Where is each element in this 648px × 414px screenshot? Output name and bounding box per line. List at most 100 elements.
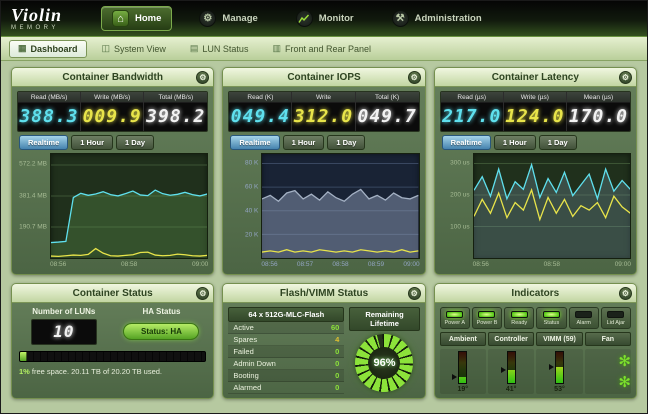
led-light xyxy=(446,311,464,318)
capacity-bar xyxy=(19,351,207,362)
readout-label: Read (µs) xyxy=(440,92,503,103)
table-row: Admin Down 0 xyxy=(228,358,345,370)
nav-item-home[interactable]: ⌂ Home xyxy=(101,6,173,31)
latency-chart: 300 us 200 us 100 us 08:56 08:58 09:00 xyxy=(440,153,631,270)
gauge-unfilled xyxy=(555,352,563,367)
realtime-button[interactable]: Realtime xyxy=(441,135,491,150)
readout-value: 388.3 xyxy=(19,106,79,127)
settings-gear-icon[interactable]: ⚙ xyxy=(196,71,210,84)
iops-chart: 80 K 60 K 40 K 20 K 08:56 08:57 08:58 08:59 09:0… xyxy=(228,153,420,270)
settings-gear-icon[interactable]: ⚙ xyxy=(407,287,421,300)
violin-logo: Violin MEMORY xyxy=(1,6,97,31)
row-value: 0 xyxy=(335,359,340,368)
flash-table-header: 64 x 512G-MLC-Flash xyxy=(228,307,345,322)
settings-gear-icon[interactable]: ⚙ xyxy=(618,287,632,300)
nav-item-administration[interactable]: ⚒ Administration xyxy=(381,6,493,31)
tab-vimm[interactable]: VIMM (59) xyxy=(536,332,583,346)
bandwidth-readouts: Read (MB/s) 388.3 Write (MB/s) 009.9 Tot… xyxy=(17,91,209,132)
tab-system-view[interactable]: ◫ System View xyxy=(93,40,175,58)
gauge-unfilled xyxy=(507,352,515,371)
one-day-button[interactable]: 1 Day xyxy=(116,135,155,150)
settings-gear-icon[interactable]: ⚙ xyxy=(407,71,421,84)
gauge-temp-label: 19° xyxy=(457,386,469,393)
led-row: Power A Power B Ready Status xyxy=(439,307,631,329)
row-label: Admin Down xyxy=(233,359,276,368)
main-nav: ⌂ Home ⚙ Manage Monitor ⚒ Administration xyxy=(101,1,493,36)
one-hour-button[interactable]: 1 Hour xyxy=(493,135,536,150)
row-label: Failed xyxy=(233,347,254,356)
panel-title: Flash/VIMM Status xyxy=(279,287,369,299)
tab-front-rear-panel[interactable]: ▥ Front and Rear Panel xyxy=(263,40,380,58)
table-row: Spares 4 xyxy=(228,334,345,346)
table-row: Failed 0 xyxy=(228,346,345,358)
nav-label: Administration xyxy=(414,13,482,24)
readout-value: 049.7 xyxy=(357,106,417,127)
system-view-icon: ◫ xyxy=(101,43,111,53)
one-hour-button[interactable]: 1 Hour xyxy=(282,135,325,150)
tab-lun-status[interactable]: ▤ LUN Status xyxy=(181,40,258,58)
settings-gear-icon[interactable]: ⚙ xyxy=(618,71,632,84)
led-power-b: Power B xyxy=(471,307,503,329)
gauge-bar xyxy=(548,351,564,384)
led-light xyxy=(542,311,560,318)
tab-ambient[interactable]: Ambient xyxy=(439,332,486,346)
front-rear-panel-icon: ▥ xyxy=(272,43,281,53)
led-label: Power A xyxy=(444,320,465,326)
one-day-button[interactable]: 1 Day xyxy=(327,135,366,150)
readout-label: Total (K) xyxy=(355,92,419,103)
row-label: Spares xyxy=(233,335,258,344)
readout-label: Mean (µs) xyxy=(566,92,630,103)
nav-item-monitor[interactable]: Monitor xyxy=(285,6,365,31)
gauge-marker xyxy=(500,367,506,374)
ha-status-label: HA Status xyxy=(142,307,181,316)
lifetime-section: Remaining Lifetime 96% xyxy=(349,307,420,394)
led-label: Status xyxy=(543,320,560,326)
ambient-temp-gauge: 19° xyxy=(439,349,486,394)
gauge-marker xyxy=(452,374,458,381)
one-day-button[interactable]: 1 Day xyxy=(538,135,577,150)
readout-read: Read (MB/s) 388.3 xyxy=(18,92,82,131)
settings-gear-icon[interactable]: ⚙ xyxy=(196,287,210,300)
tab-controller[interactable]: Controller xyxy=(487,332,535,346)
nav-item-manage[interactable]: ⚙ Manage xyxy=(188,6,268,31)
gauge-marker xyxy=(548,363,554,370)
one-hour-button[interactable]: 1 Hour xyxy=(71,135,114,150)
panel-header: Indicators ⚙ xyxy=(434,284,636,303)
lifetime-header: Remaining Lifetime xyxy=(349,307,420,331)
chart-icon xyxy=(295,10,313,27)
panel-container-bandwidth: Container Bandwidth ⚙ Read (MB/s) 388.3 … xyxy=(11,67,215,275)
readout-value: 170.0 xyxy=(568,106,629,127)
led-label: Power B xyxy=(476,320,498,326)
readout-label: Read (MB/s) xyxy=(18,92,81,103)
panel-container-status: Container Status ⚙ Number of LUNs 10 HA … xyxy=(11,283,215,399)
readout-label: Total (MB/s) xyxy=(144,92,208,103)
fan-status-cell: ✻ ✻ xyxy=(584,349,631,394)
ha-status-badge: Status: HA xyxy=(123,323,200,340)
capacity-bar-ticks xyxy=(20,352,206,361)
led-lid-ajar: Lid Ajar xyxy=(600,307,631,329)
table-row: Alarmed 0 xyxy=(228,382,345,394)
realtime-button[interactable]: Realtime xyxy=(19,135,69,150)
home-icon: ⌂ xyxy=(112,10,129,27)
led-light xyxy=(607,311,625,318)
panel-title: Container Bandwidth xyxy=(62,71,163,83)
readout-write: Write (µs) 124.0 xyxy=(503,92,567,131)
panel-header: Container Status ⚙ xyxy=(12,284,214,303)
panel-flash-vimm-status: Flash/VIMM Status ⚙ 64 x 512G-MLC-Flash … xyxy=(222,283,426,399)
panel-title: Indicators xyxy=(511,287,560,299)
free-space-text: 1% free space. 20.11 TB of 20.20 TB used… xyxy=(17,365,208,376)
realtime-button[interactable]: Realtime xyxy=(230,135,280,150)
tab-dashboard[interactable]: ▦ Dashboard xyxy=(9,39,87,58)
free-space-detail: free space. 20.11 TB of 20.20 TB used. xyxy=(29,367,163,376)
row-value: 0 xyxy=(335,371,340,380)
readout-value: 049.4 xyxy=(230,106,290,127)
readout-label: Write (µs) xyxy=(503,92,566,103)
tab-fan[interactable]: Fan xyxy=(584,332,631,346)
gear-icon: ⚙ xyxy=(199,10,217,27)
time-range-buttons: Realtime 1 Hour 1 Day xyxy=(17,135,208,150)
readout-total: Total (K) 049.7 xyxy=(355,92,419,131)
readout-total: Total (MB/s) 398.2 xyxy=(144,92,208,131)
tab-label: Front and Rear Panel xyxy=(284,43,372,54)
flash-table: 64 x 512G-MLC-Flash Active 60 Spares 4 F… xyxy=(228,307,345,394)
